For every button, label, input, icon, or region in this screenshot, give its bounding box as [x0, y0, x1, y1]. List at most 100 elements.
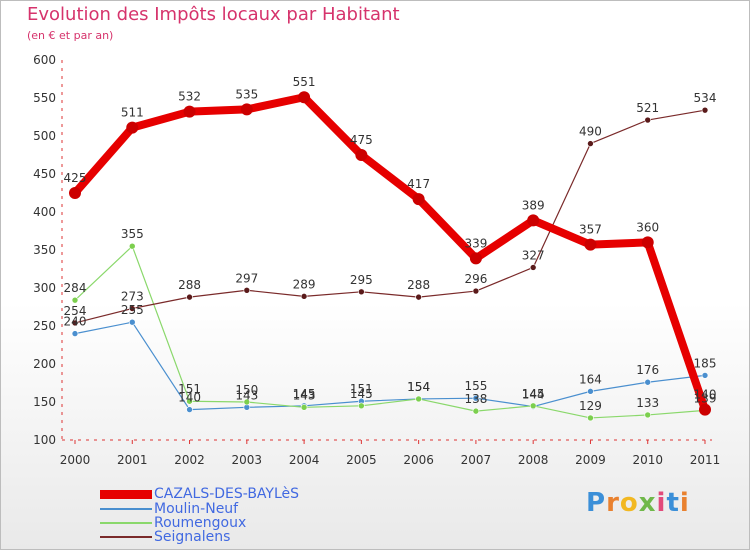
data-point [126, 121, 139, 134]
proxiti-logo: Proxiti [586, 488, 690, 518]
y-tick-label: 100 [33, 433, 56, 447]
data-point [412, 193, 425, 206]
data-label: 490 [579, 125, 602, 139]
data-label: 129 [579, 399, 602, 413]
data-label: 185 [694, 356, 717, 370]
series-line [71, 93, 709, 414]
data-label: 254 [64, 304, 87, 318]
data-label: 151 [350, 382, 373, 396]
data-label: 289 [293, 277, 316, 291]
data-point [587, 140, 594, 147]
logo-letter: x [638, 488, 657, 518]
data-point [355, 149, 368, 161]
chart-title: Evolution des Impôts locaux par Habitant [27, 4, 400, 25]
legend-swatch [100, 522, 152, 524]
legend-label: Moulin-Neuf [154, 501, 239, 517]
legend-item: Moulin-Neuf [100, 502, 238, 516]
data-point [358, 402, 365, 410]
x-tick-label: 2007 [461, 453, 492, 467]
legend-label: CAZALS-DES-BAYLèS [154, 486, 300, 502]
data-point [584, 238, 597, 251]
data-point [243, 286, 251, 294]
data-label: 534 [694, 91, 717, 105]
data-label: 133 [636, 396, 659, 410]
legend-swatch [100, 489, 152, 499]
data-point [415, 293, 422, 301]
x-tick-label: 2011 [690, 453, 721, 467]
data-label: 176 [636, 363, 659, 377]
data-label: 511 [121, 106, 144, 120]
data-label: 389 [522, 198, 545, 212]
series-line [74, 245, 706, 419]
x-tick-label: 2005 [346, 453, 377, 467]
data-label: 151 [178, 382, 201, 396]
legend-item: Seignalens [100, 530, 230, 544]
data-label: 295 [350, 273, 373, 287]
x-tick-label: 2002 [174, 453, 205, 467]
data-point [128, 242, 136, 250]
logo-letter: o [619, 488, 639, 518]
x-tick-label: 2010 [632, 453, 663, 467]
data-point [358, 288, 365, 296]
data-label: 144 [522, 388, 545, 402]
data-label: 360 [636, 220, 659, 234]
data-point [472, 407, 480, 415]
data-point [186, 293, 193, 301]
y-tick-label: 350 [33, 243, 56, 257]
data-label: 288 [178, 278, 201, 292]
data-point [529, 264, 537, 271]
logo-letter: i [679, 488, 690, 518]
series-line [74, 321, 706, 411]
legend-swatch [100, 508, 152, 510]
logo-letter: t [666, 488, 680, 518]
data-point [644, 411, 652, 419]
data-label: 284 [64, 281, 87, 295]
data-label: 355 [121, 227, 144, 241]
x-tick-label: 2004 [289, 453, 320, 467]
x-tick-label: 2003 [232, 453, 263, 467]
logo-letter: i [656, 488, 667, 518]
data-point [186, 406, 193, 413]
data-label: 150 [235, 383, 258, 397]
data-point [71, 330, 79, 337]
data-point [701, 372, 709, 379]
y-tick-label: 150 [33, 395, 56, 409]
data-label: 154 [407, 380, 430, 394]
data-label: 140 [178, 391, 201, 405]
data-label: 140 [694, 388, 717, 402]
data-point [527, 214, 540, 227]
y-tick-label: 500 [33, 129, 56, 143]
y-tick-label: 550 [33, 91, 56, 105]
data-label: 145 [522, 387, 545, 401]
x-tick-label: 2001 [117, 453, 148, 467]
y-tick-label: 300 [33, 281, 56, 295]
x-tick-label: 2006 [403, 453, 434, 467]
data-point [240, 103, 253, 116]
legend-label: Seignalens [154, 529, 231, 545]
data-point [243, 398, 251, 406]
data-point [298, 91, 311, 104]
data-point [69, 187, 81, 199]
data-point [587, 414, 594, 422]
data-label: 357 [579, 223, 602, 237]
data-point [644, 116, 652, 124]
data-label: 143 [293, 388, 316, 402]
y-tick-label: 250 [33, 319, 56, 333]
data-point [469, 252, 482, 265]
data-point [472, 287, 480, 295]
legend-item: CAZALS-DES-BAYLèS [100, 487, 299, 501]
data-label: 535 [235, 87, 258, 101]
data-point [71, 319, 79, 327]
data-point [641, 236, 654, 249]
y-tick-label: 200 [33, 357, 56, 371]
data-point [183, 105, 196, 118]
data-point [701, 106, 709, 114]
data-point [128, 305, 136, 312]
logo-letter: r [606, 488, 620, 518]
data-point [529, 402, 537, 410]
data-label: 339 [464, 236, 487, 250]
data-label: 532 [178, 90, 201, 104]
data-label: 273 [121, 290, 144, 304]
